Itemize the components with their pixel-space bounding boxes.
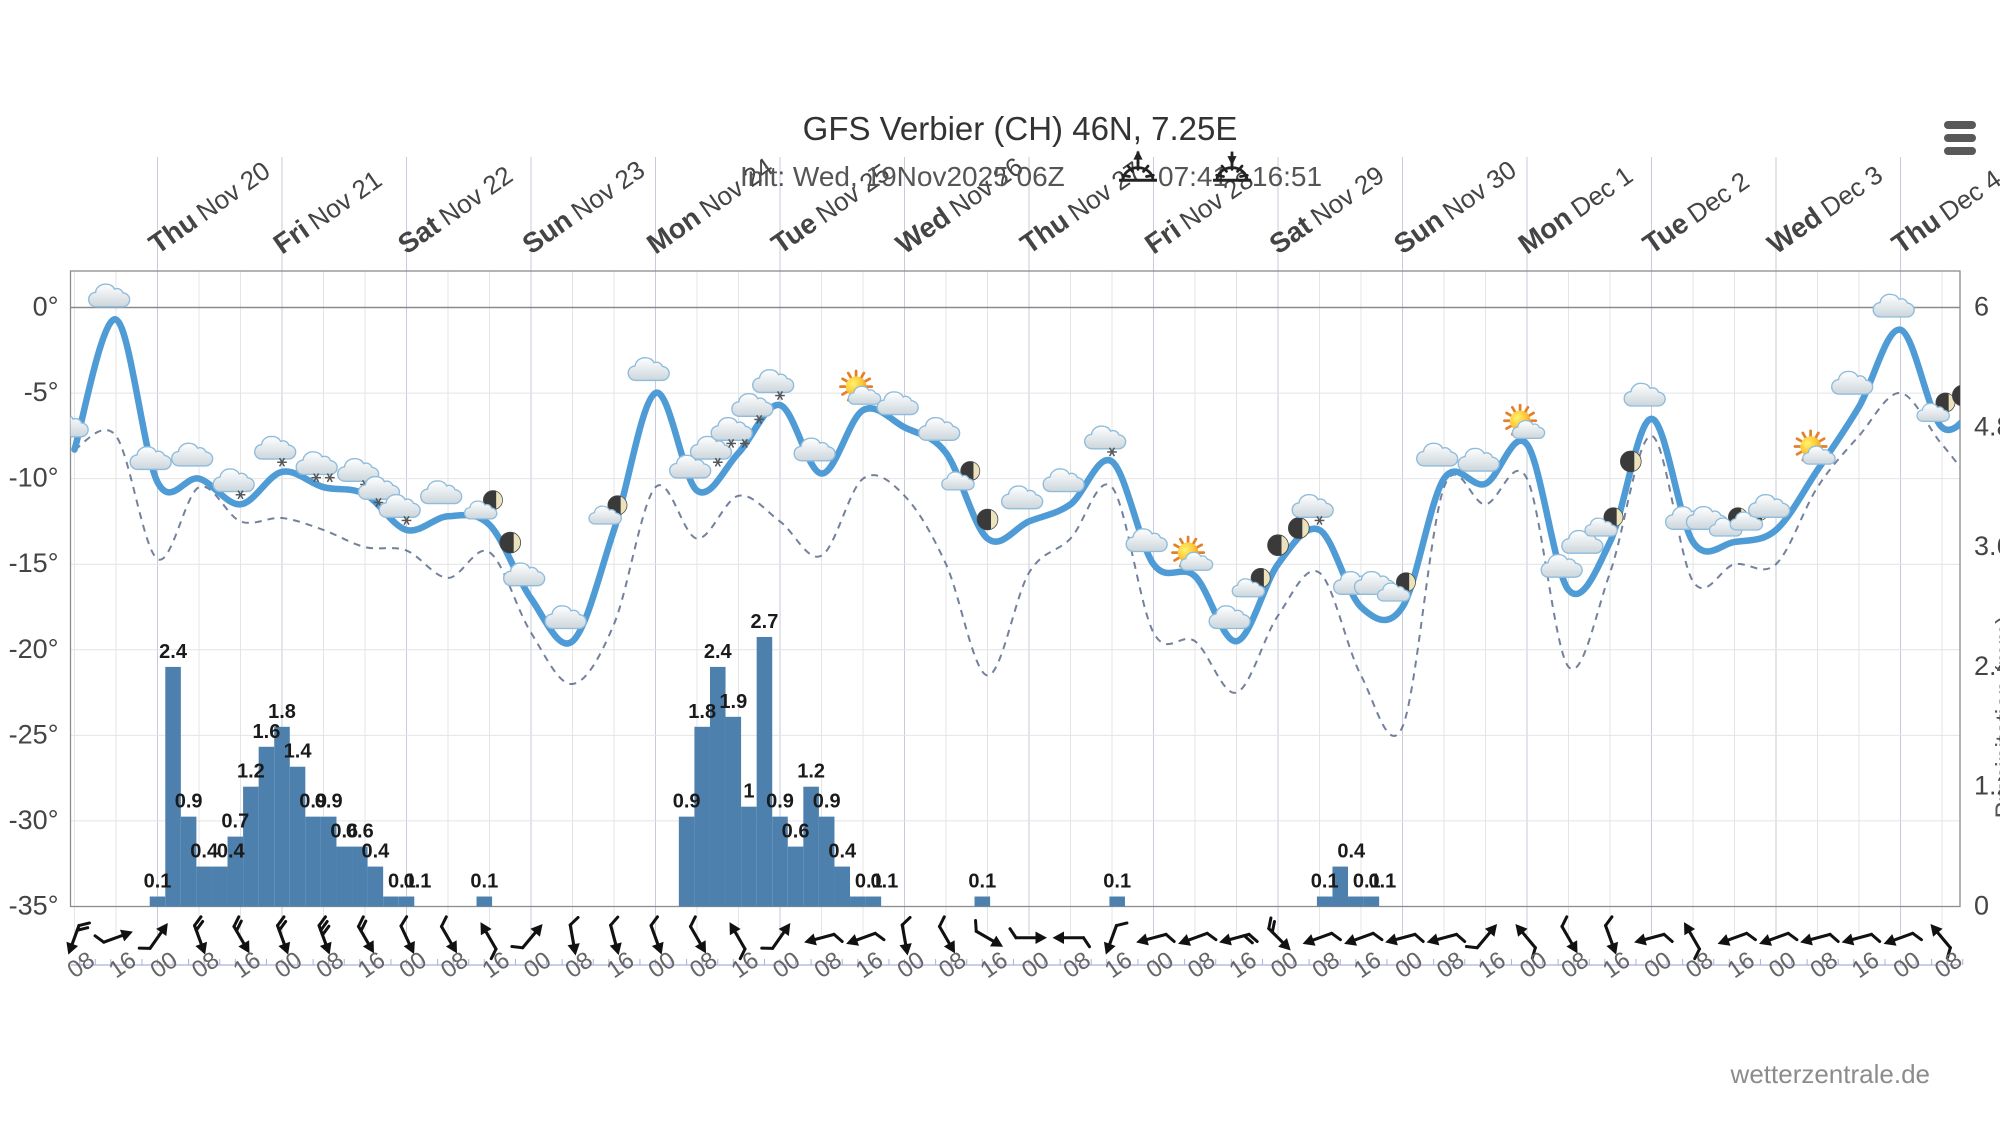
- svg-text:2.4: 2.4: [704, 641, 733, 663]
- svg-text:6: 6: [1974, 292, 1989, 322]
- svg-text:3.6: 3.6: [1974, 531, 2000, 561]
- svg-text:0.9: 0.9: [175, 791, 203, 813]
- svg-text:0.4: 0.4: [361, 841, 390, 863]
- svg-text:GFS Verbier (CH) 46N, 7.25E: GFS Verbier (CH) 46N, 7.25E: [803, 110, 1238, 147]
- svg-text:0.1: 0.1: [968, 871, 996, 893]
- svg-text:wetterzentrale.de: wetterzentrale.de: [1730, 1059, 1930, 1089]
- svg-text:0.1: 0.1: [404, 871, 432, 893]
- svg-text:1.2: 1.2: [797, 761, 825, 783]
- svg-text:-15°: -15°: [9, 548, 59, 578]
- svg-text:0.4: 0.4: [828, 841, 857, 863]
- svg-text:0.9: 0.9: [813, 791, 841, 813]
- svg-text:-25°: -25°: [9, 719, 59, 749]
- svg-text:1.8: 1.8: [268, 701, 296, 723]
- svg-text:1.9: 1.9: [719, 691, 747, 713]
- svg-text:0.6: 0.6: [346, 821, 374, 843]
- svg-text:-30°: -30°: [9, 805, 59, 835]
- svg-text:0.1: 0.1: [470, 871, 498, 893]
- svg-text:0.9: 0.9: [315, 791, 343, 813]
- svg-text:2.7: 2.7: [751, 611, 779, 633]
- svg-text:Precipitation (mm): Precipitation (mm): [1991, 616, 2000, 819]
- svg-text:Init: Wed, 19Nov2025 06Z: Init: Wed, 19Nov2025 06Z: [740, 161, 1065, 192]
- svg-text:0.7: 0.7: [221, 811, 249, 833]
- svg-text:0.1: 0.1: [1311, 871, 1339, 893]
- svg-text:0.1: 0.1: [870, 871, 898, 893]
- svg-text:0.9: 0.9: [766, 791, 794, 813]
- svg-text:16:51: 16:51: [1252, 161, 1322, 192]
- svg-text:1.8: 1.8: [688, 701, 716, 723]
- svg-text:4.8: 4.8: [1974, 411, 2000, 441]
- svg-text:1.2: 1.2: [237, 761, 265, 783]
- svg-text:0.1: 0.1: [1103, 871, 1131, 893]
- svg-text:0.4: 0.4: [190, 841, 219, 863]
- svg-text:0.4: 0.4: [1337, 841, 1366, 863]
- svg-text:0.4: 0.4: [217, 841, 246, 863]
- svg-text:-10°: -10°: [9, 463, 59, 493]
- svg-text:0°: 0°: [33, 292, 59, 322]
- svg-text:1.4: 1.4: [284, 741, 313, 763]
- svg-text:0.1: 0.1: [144, 871, 172, 893]
- svg-text:-20°: -20°: [9, 634, 59, 664]
- svg-text:-35°: -35°: [9, 891, 59, 921]
- svg-text:0.1: 0.1: [1368, 871, 1396, 893]
- svg-text:2.4: 2.4: [159, 641, 188, 663]
- svg-text:0.6: 0.6: [782, 821, 810, 843]
- svg-text:-5°: -5°: [24, 377, 59, 407]
- svg-text:0: 0: [1974, 891, 1989, 921]
- svg-text:1.6: 1.6: [253, 721, 281, 743]
- svg-text:1: 1: [743, 781, 754, 803]
- svg-text:0.9: 0.9: [673, 791, 701, 813]
